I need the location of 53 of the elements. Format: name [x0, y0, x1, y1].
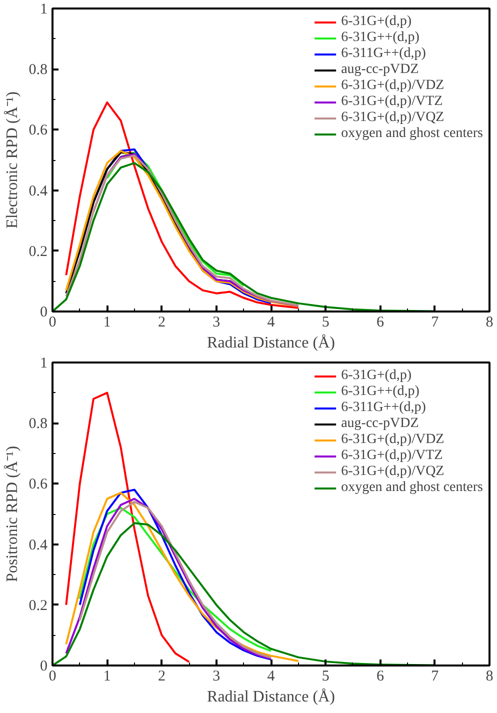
- y-tick-label: 0: [40, 658, 48, 674]
- x-tick-label: 4: [267, 668, 276, 684]
- y-tick-label: 0.4: [28, 183, 48, 200]
- x-tick-label: 1: [103, 668, 111, 684]
- line-series: [65, 392, 190, 663]
- y-tick-label: 1: [40, 2, 48, 18]
- line-series: [52, 522, 436, 666]
- legend-label: 6-31G+(d,p): [341, 368, 412, 384]
- legend-label: 6-31G+(d,p)/VDZ: [341, 78, 444, 94]
- y-axis-title: Electronic RPD (Å⁻¹): [2, 92, 21, 228]
- y-tick-label: 0.6: [28, 476, 48, 493]
- legend-label: oxygen and ghost centers: [341, 126, 483, 142]
- x-tick-label: 3: [212, 668, 220, 684]
- x-tick-label: 7: [431, 314, 440, 330]
- legend-label: 6-311G++(d,p): [341, 400, 426, 416]
- legend-label: aug-cc-pVDZ: [341, 62, 419, 78]
- y-tick-label: 1: [40, 356, 48, 372]
- legend-label: 6-31G+(d,p): [341, 14, 412, 30]
- line-series: [65, 101, 300, 309]
- x-tick-label: 3: [212, 314, 220, 330]
- x-tick-label: 5: [322, 314, 330, 330]
- y-tick-label: 0.8: [28, 416, 48, 432]
- line-series: [52, 162, 436, 312]
- legend-label: oxygen and ghost centers: [341, 480, 483, 496]
- legend-label: 6-31G+(d,p)/VDZ: [341, 432, 444, 448]
- y-tick-label: 0.8: [28, 62, 48, 78]
- x-axis-title: Radial Distance (Å): [207, 688, 335, 706]
- legend-label: 6-311G++(d,p): [341, 46, 426, 62]
- legend-label: 6-31G+(d,p)/VQZ: [341, 110, 444, 126]
- x-tick-label: 5: [322, 668, 330, 684]
- x-tick-label: 4: [267, 314, 276, 330]
- y-tick-label: 0: [40, 304, 48, 320]
- x-tick-label: 2: [158, 668, 166, 684]
- x-tick-label: 6: [376, 668, 384, 684]
- x-tick-label: 8: [486, 314, 494, 330]
- y-tick-label: 0.2: [28, 598, 48, 614]
- x-tick-label: 6: [376, 314, 384, 330]
- x-tick-label: 7: [431, 668, 440, 684]
- legend-label: 6-31G++(d,p): [341, 30, 420, 46]
- legend-label: 6-31G+(d,p)/VQZ: [341, 464, 444, 480]
- y-tick-label: 0.4: [28, 537, 48, 554]
- legend-label: 6-31G+(d,p)/VTZ: [341, 448, 443, 464]
- line-series: [65, 492, 300, 662]
- x-tick-label: 1: [103, 314, 111, 330]
- legend-label: 6-31G+(d,p)/VTZ: [341, 94, 443, 110]
- x-tick-label: 2: [158, 314, 166, 330]
- legend-label: aug-cc-pVDZ: [341, 416, 419, 432]
- y-tick-label: 0.2: [28, 244, 48, 260]
- x-axis-title: Radial Distance (Å): [207, 334, 335, 352]
- y-axis-title: Positronic RPD (Å⁻¹): [2, 446, 21, 582]
- x-tick-label: 8: [486, 668, 494, 684]
- y-tick-label: 0.6: [28, 122, 48, 139]
- legend-label: 6-31G++(d,p): [341, 384, 420, 400]
